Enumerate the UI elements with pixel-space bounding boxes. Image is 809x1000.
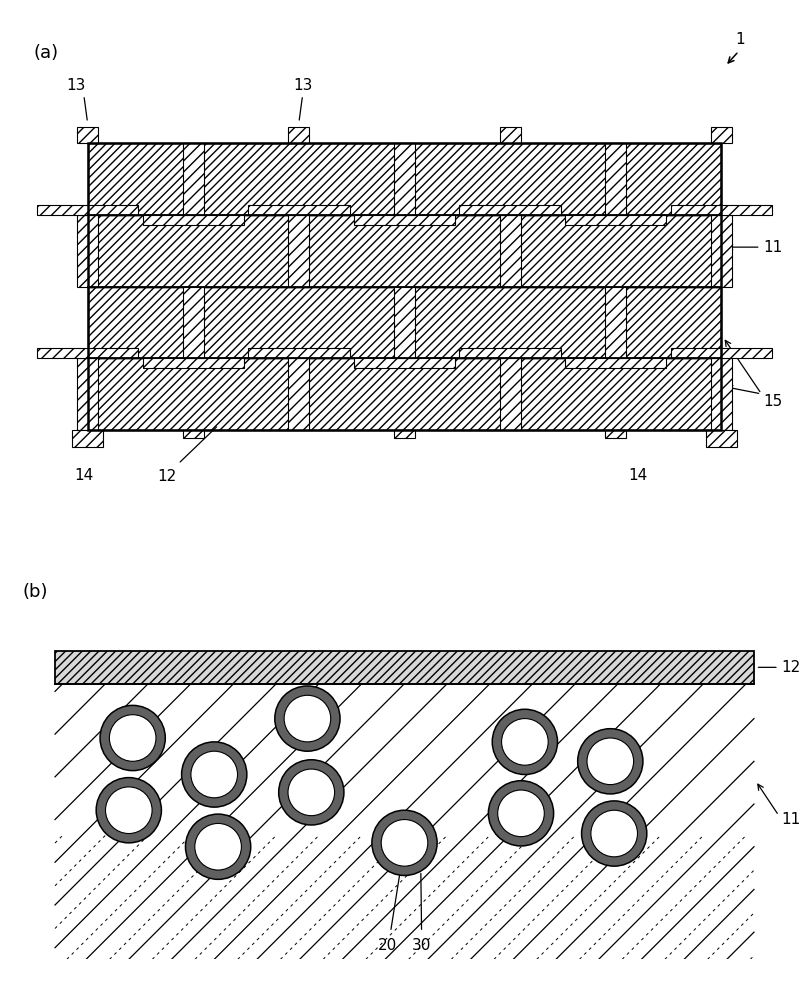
Text: 15: 15 bbox=[763, 394, 782, 409]
Circle shape bbox=[578, 729, 643, 794]
Bar bbox=[711, 127, 732, 143]
Bar bbox=[55, 651, 754, 684]
Circle shape bbox=[195, 823, 241, 870]
Text: 13: 13 bbox=[66, 78, 86, 93]
Bar bbox=[605, 430, 626, 438]
Text: 13: 13 bbox=[293, 78, 312, 93]
Bar bbox=[55, 684, 754, 959]
Circle shape bbox=[100, 705, 165, 771]
Circle shape bbox=[372, 810, 437, 875]
Bar bbox=[500, 127, 521, 143]
Bar bbox=[565, 358, 667, 368]
Circle shape bbox=[109, 715, 156, 761]
Bar bbox=[72, 430, 104, 447]
Text: 14: 14 bbox=[629, 468, 648, 483]
Circle shape bbox=[96, 778, 162, 843]
Bar bbox=[394, 143, 415, 215]
Circle shape bbox=[278, 760, 344, 825]
Bar bbox=[183, 430, 204, 438]
Circle shape bbox=[191, 751, 238, 798]
Bar bbox=[77, 127, 98, 143]
Bar bbox=[87, 287, 722, 358]
Text: 12: 12 bbox=[157, 469, 176, 484]
Circle shape bbox=[284, 695, 331, 742]
Bar bbox=[77, 358, 98, 430]
Bar bbox=[77, 215, 98, 287]
Text: 20: 20 bbox=[378, 938, 397, 953]
Bar bbox=[37, 205, 138, 215]
Bar bbox=[354, 358, 455, 368]
Circle shape bbox=[288, 769, 335, 816]
Bar bbox=[288, 127, 309, 143]
Bar bbox=[288, 215, 309, 287]
Bar bbox=[142, 215, 244, 225]
Circle shape bbox=[498, 790, 544, 837]
Bar bbox=[460, 205, 561, 215]
Circle shape bbox=[502, 719, 549, 765]
Circle shape bbox=[582, 801, 647, 866]
Circle shape bbox=[381, 820, 428, 866]
Circle shape bbox=[275, 686, 340, 751]
Bar bbox=[500, 358, 521, 430]
Circle shape bbox=[181, 742, 247, 807]
Circle shape bbox=[105, 787, 152, 834]
Text: 1: 1 bbox=[735, 32, 745, 47]
Bar bbox=[87, 215, 722, 287]
Bar bbox=[288, 358, 309, 430]
Bar bbox=[87, 143, 722, 215]
Circle shape bbox=[492, 709, 557, 775]
Bar bbox=[142, 358, 244, 368]
Bar bbox=[248, 348, 349, 358]
Text: 11: 11 bbox=[781, 812, 800, 827]
Text: 12: 12 bbox=[781, 660, 800, 675]
Bar bbox=[605, 287, 626, 358]
Text: 14: 14 bbox=[74, 468, 93, 483]
Bar bbox=[354, 215, 455, 225]
Bar bbox=[183, 143, 204, 215]
Bar bbox=[248, 205, 349, 215]
Circle shape bbox=[587, 738, 633, 785]
Bar bbox=[37, 348, 138, 358]
Bar bbox=[565, 215, 667, 225]
Text: 30: 30 bbox=[412, 938, 431, 953]
Bar bbox=[394, 287, 415, 358]
Bar bbox=[711, 358, 732, 430]
Bar bbox=[460, 348, 561, 358]
Bar bbox=[711, 215, 732, 287]
Bar bbox=[671, 348, 772, 358]
Bar bbox=[394, 430, 415, 438]
Circle shape bbox=[489, 781, 553, 846]
Text: 11: 11 bbox=[763, 240, 782, 255]
Bar bbox=[183, 287, 204, 358]
Bar bbox=[87, 143, 722, 430]
Circle shape bbox=[591, 810, 637, 857]
Text: (a): (a) bbox=[33, 44, 58, 62]
Bar bbox=[87, 358, 722, 430]
Bar bbox=[671, 205, 772, 215]
Bar bbox=[705, 430, 737, 447]
Text: (b): (b) bbox=[23, 583, 48, 601]
Bar bbox=[500, 215, 521, 287]
Circle shape bbox=[185, 814, 251, 879]
Bar bbox=[605, 143, 626, 215]
